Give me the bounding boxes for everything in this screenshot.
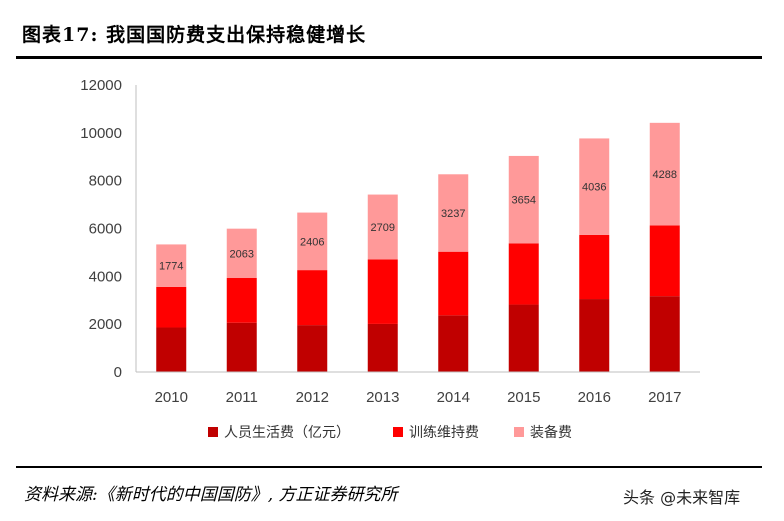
bar-segment xyxy=(579,234,610,300)
bar-segment xyxy=(508,243,539,305)
bars xyxy=(156,122,680,372)
bar-segment xyxy=(649,225,680,297)
source-note: 资料来源:《新时代的中国国防》, 方正证券研究所 xyxy=(24,485,398,505)
legend: 人员生活费（亿元） 训练维持费 装备费 xyxy=(208,424,572,441)
bar-segment xyxy=(226,278,257,323)
source-rule xyxy=(16,466,762,468)
bar-segment xyxy=(438,174,469,252)
data-label: 2709 xyxy=(371,222,395,234)
x-axis-ticks: 2010 2011 2012 2013 2014 2015 2016 2017 xyxy=(155,389,682,406)
data-label: 4288 xyxy=(653,169,677,181)
bar-segment xyxy=(297,270,328,326)
bar-data-labels: 1774 2063 2406 2709 3237 3654 4036 4288 xyxy=(159,169,677,273)
x-tick-label: 2013 xyxy=(366,389,399,406)
bar-segment xyxy=(156,327,187,372)
y-tick-label: 2000 xyxy=(89,316,122,333)
x-tick-label: 2015 xyxy=(507,389,540,406)
bar-segment xyxy=(367,323,398,372)
data-label: 3654 xyxy=(512,195,536,207)
watermark: 头条 @未来智库 xyxy=(623,488,741,507)
x-tick-label: 2010 xyxy=(155,389,188,406)
x-tick-label: 2016 xyxy=(578,389,611,406)
bar-segment xyxy=(438,251,469,316)
y-tick-label: 8000 xyxy=(89,173,122,190)
legend-swatch xyxy=(514,427,524,437)
bar-segment xyxy=(438,315,469,372)
data-label: 4036 xyxy=(582,182,606,194)
bar-segment xyxy=(579,138,610,235)
figure-title: 图表17: 我国国防费支出保持稳健增长 xyxy=(22,24,367,46)
legend-label: 训练维持费 xyxy=(409,425,479,441)
x-tick-label: 2017 xyxy=(648,389,681,406)
bar-segment xyxy=(226,322,257,372)
bar-segment xyxy=(226,228,257,279)
bar-segment xyxy=(508,304,539,372)
data-label: 2406 xyxy=(300,236,324,248)
data-label: 1774 xyxy=(159,261,183,273)
legend-swatch xyxy=(393,427,403,437)
bar-segment xyxy=(367,194,398,260)
stacked-bar-chart: 0 2000 4000 6000 8000 10000 12000 1774 2063 2406… xyxy=(80,77,700,441)
title-rule xyxy=(16,56,762,59)
x-tick-label: 2014 xyxy=(437,389,470,406)
bar-segment xyxy=(649,122,680,226)
y-axis-ticks: 0 2000 4000 6000 8000 10000 12000 xyxy=(80,77,122,381)
data-label: 3237 xyxy=(441,208,465,220)
bar-segment xyxy=(297,212,328,271)
bar-segment xyxy=(156,244,187,287)
legend-label: 装备费 xyxy=(530,424,572,441)
y-tick-label: 4000 xyxy=(89,268,122,285)
y-tick-label: 6000 xyxy=(89,221,122,238)
legend-label: 人员生活费（亿元） xyxy=(224,425,350,441)
bar-segment xyxy=(579,299,610,372)
bar-segment xyxy=(508,155,539,244)
bar-segment xyxy=(297,325,328,372)
x-tick-label: 2011 xyxy=(226,389,258,406)
y-tick-label: 12000 xyxy=(80,77,122,94)
legend-swatch xyxy=(208,427,218,437)
bar-segment xyxy=(649,296,680,372)
bar-segment xyxy=(156,286,187,328)
bar-segment xyxy=(367,259,398,324)
y-tick-label: 10000 xyxy=(80,125,122,142)
y-tick-label: 0 xyxy=(114,364,122,381)
data-label: 2063 xyxy=(230,248,254,260)
x-tick-label: 2012 xyxy=(296,389,329,406)
